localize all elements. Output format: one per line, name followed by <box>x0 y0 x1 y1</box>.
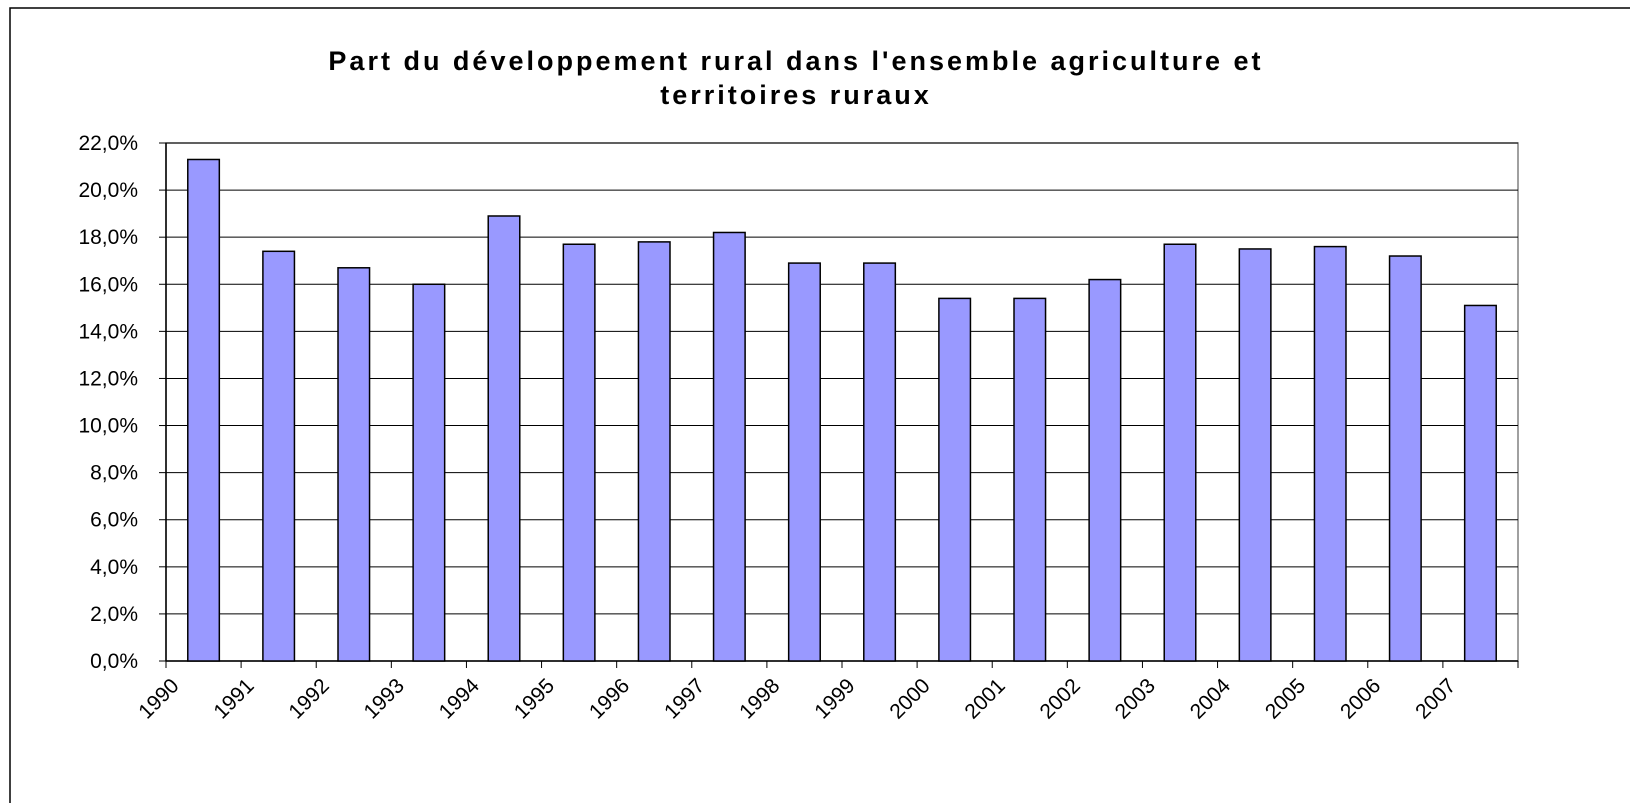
y-tick-label: 2,0% <box>90 603 138 626</box>
bar <box>938 297 972 662</box>
y-tick-label: 20,0% <box>78 179 138 202</box>
bar <box>787 262 821 662</box>
y-tick-label: 12,0% <box>78 367 138 390</box>
bar <box>1013 297 1047 662</box>
bar <box>637 241 671 662</box>
bar <box>1388 255 1422 662</box>
bar <box>863 262 897 662</box>
y-tick-label: 18,0% <box>78 226 138 249</box>
chart-title: Part du développement rural dans l'ensem… <box>328 46 1263 110</box>
y-tick-label: 14,0% <box>78 320 138 343</box>
bar <box>187 158 221 662</box>
plot-area <box>165 142 1519 662</box>
bar <box>1313 245 1347 662</box>
y-tick-label: 16,0% <box>78 273 138 296</box>
bar <box>337 267 371 662</box>
y-tick-label: 8,0% <box>90 462 138 485</box>
y-tick-label: 4,0% <box>90 556 138 579</box>
bar <box>412 283 446 662</box>
bar <box>262 250 296 662</box>
y-tick-label: 0,0% <box>90 650 138 673</box>
bar <box>712 231 746 662</box>
y-tick-label: 10,0% <box>78 415 138 438</box>
bar <box>1238 248 1272 662</box>
bar <box>1088 278 1122 662</box>
y-tick-label: 6,0% <box>90 509 138 532</box>
bar <box>1463 304 1497 662</box>
bar <box>1163 243 1197 662</box>
bar <box>562 243 596 662</box>
bar <box>487 215 521 662</box>
y-tick-label: 22,0% <box>78 132 138 155</box>
